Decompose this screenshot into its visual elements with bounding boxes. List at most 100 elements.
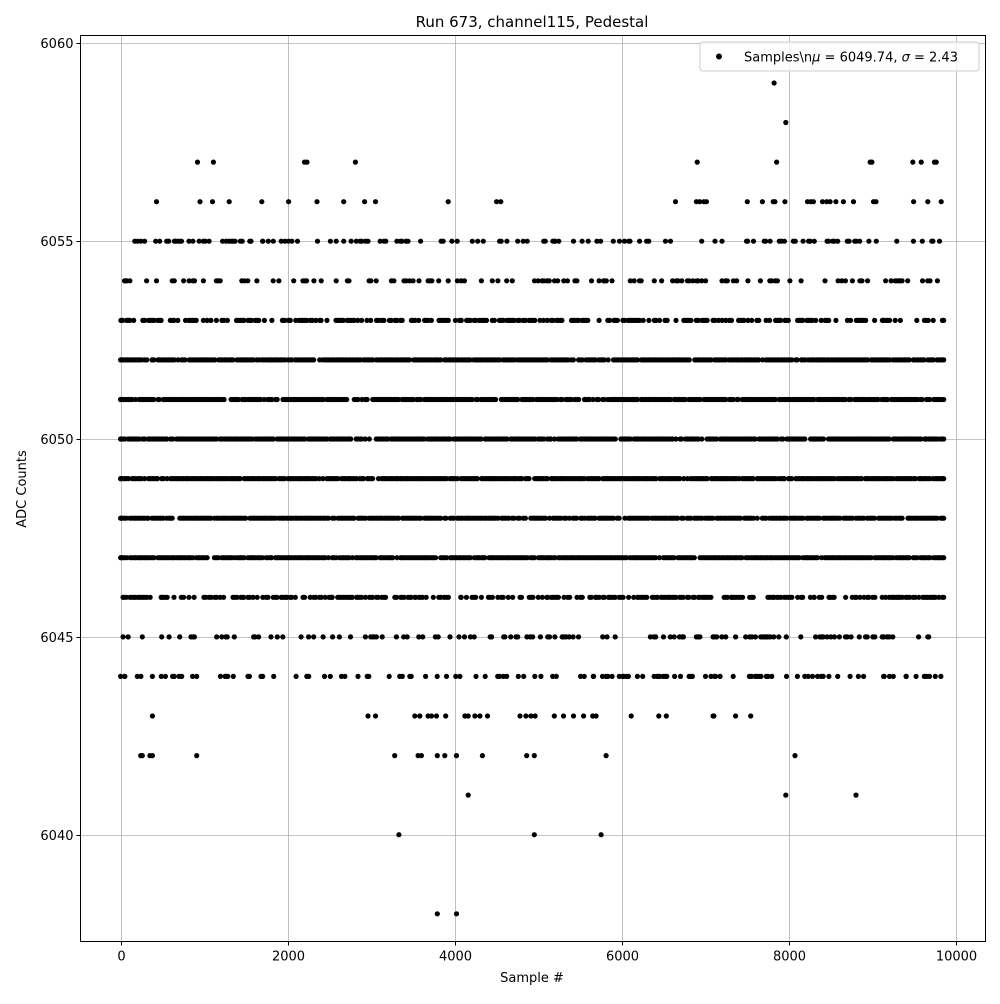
data-point <box>931 594 937 600</box>
data-point <box>515 634 521 640</box>
data-point <box>265 594 271 600</box>
data-point <box>859 476 865 482</box>
data-point <box>612 634 618 640</box>
data-point <box>333 238 339 244</box>
data-point <box>274 396 280 403</box>
data-point <box>800 317 806 323</box>
data-point <box>134 673 140 680</box>
data-point <box>596 317 602 323</box>
data-point <box>694 159 700 165</box>
data-point <box>368 594 374 600</box>
data-point <box>899 278 905 284</box>
data-point <box>733 713 739 719</box>
data-point <box>151 317 157 323</box>
data-point <box>620 594 626 600</box>
data-point <box>477 713 483 719</box>
data-point <box>758 634 764 640</box>
data-point <box>684 594 690 600</box>
data-point <box>677 673 684 680</box>
data-point <box>530 594 536 600</box>
data-point <box>546 515 553 521</box>
data-point <box>578 673 584 680</box>
data-point <box>510 594 516 600</box>
data-point <box>289 594 295 600</box>
data-point <box>605 357 611 363</box>
data-point <box>798 278 804 284</box>
data-point <box>927 278 933 284</box>
data-point <box>193 317 199 323</box>
data-point <box>713 673 719 680</box>
data-point <box>750 515 757 521</box>
data-point <box>298 634 304 640</box>
data-point <box>719 317 725 323</box>
data-point <box>637 238 643 244</box>
data-point <box>428 317 434 323</box>
data-point <box>316 476 322 482</box>
data-point <box>386 673 392 680</box>
data-point <box>430 594 436 600</box>
data-point <box>302 436 308 442</box>
data-point <box>479 753 485 759</box>
data-point <box>483 317 490 323</box>
data-point <box>162 673 168 680</box>
data-point <box>771 594 777 600</box>
data-point <box>157 238 163 244</box>
data-point <box>767 238 773 244</box>
data-point <box>186 278 192 284</box>
data-point <box>373 278 379 284</box>
data-point <box>327 238 333 244</box>
data-point <box>574 278 580 284</box>
data-point <box>778 317 784 323</box>
data-point <box>461 634 468 640</box>
data-point <box>836 634 843 640</box>
data-point <box>333 278 339 284</box>
data-point <box>542 515 549 521</box>
data-point <box>679 634 685 640</box>
data-point <box>692 594 698 600</box>
data-point <box>372 199 379 205</box>
data-point <box>246 673 252 680</box>
data-point <box>899 515 905 521</box>
data-point <box>306 673 312 680</box>
data-point <box>695 278 701 284</box>
data-point <box>362 594 368 600</box>
data-point <box>771 634 777 640</box>
data-point <box>429 278 435 284</box>
data-point <box>118 436 124 442</box>
x-tick-label: 10000 <box>936 950 977 965</box>
data-point <box>890 673 896 680</box>
data-point <box>783 119 789 126</box>
data-point <box>276 278 282 284</box>
data-point <box>394 594 400 600</box>
data-point <box>847 317 854 323</box>
data-point <box>475 238 481 244</box>
data-point <box>190 238 196 244</box>
data-point <box>656 317 663 323</box>
data-point <box>118 357 124 363</box>
data-point <box>679 278 685 284</box>
data-point <box>864 634 870 640</box>
data-point <box>857 238 863 244</box>
data-point <box>593 713 599 719</box>
data-point <box>789 357 795 363</box>
data-point <box>551 436 558 442</box>
data-point <box>699 238 705 244</box>
data-point <box>820 436 827 442</box>
data-point <box>127 278 133 284</box>
data-point <box>469 238 475 244</box>
data-point <box>204 555 210 561</box>
data-point <box>423 594 429 600</box>
data-point <box>250 594 256 600</box>
data-point <box>780 436 786 442</box>
data-point <box>127 317 133 323</box>
data-point <box>194 673 200 680</box>
data-point <box>445 594 451 600</box>
data-point <box>248 238 254 244</box>
data-point <box>293 673 299 680</box>
data-point <box>938 673 944 680</box>
data-point <box>537 634 544 640</box>
data-point <box>214 634 220 640</box>
data-point <box>800 594 806 600</box>
data-point <box>660 634 667 640</box>
data-point <box>826 673 832 680</box>
